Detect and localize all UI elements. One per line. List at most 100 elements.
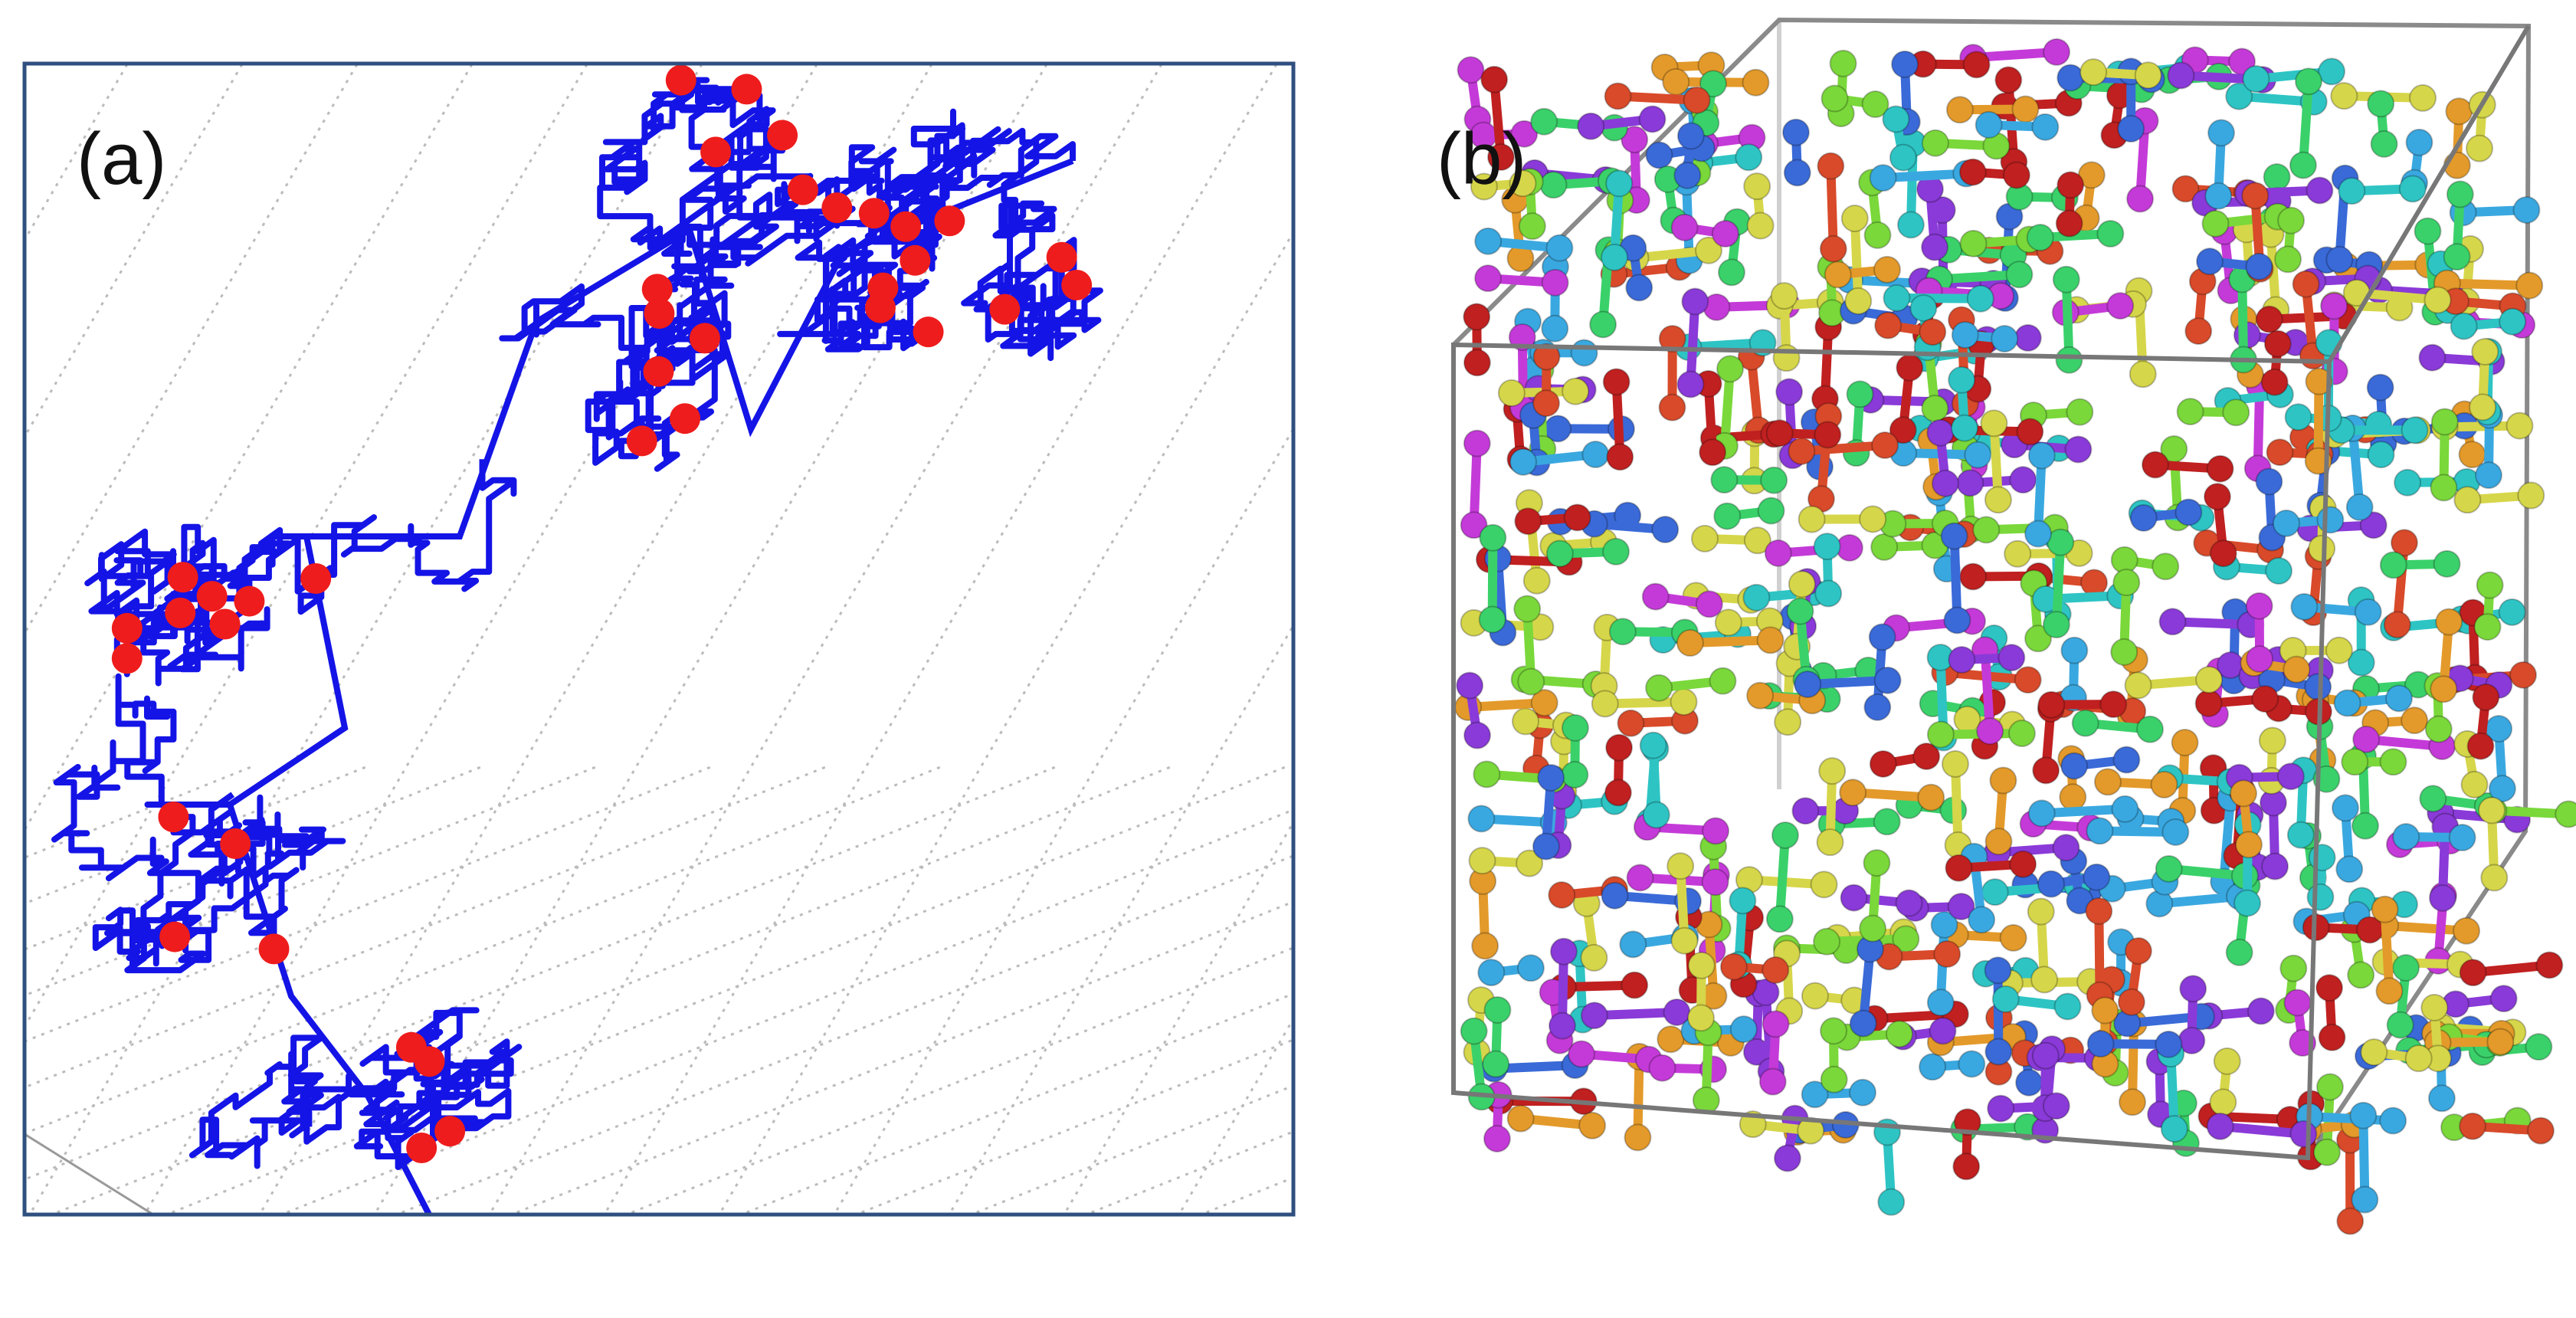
bead	[1945, 854, 1973, 882]
bead	[2336, 1207, 2365, 1235]
bead	[2453, 486, 2482, 514]
grid	[25, 64, 1293, 1215]
bead	[1670, 926, 1699, 955]
bead	[2155, 1030, 2183, 1058]
bead	[1981, 878, 2009, 907]
red-marker	[165, 597, 196, 628]
bead	[1870, 533, 1899, 561]
red-marker	[900, 244, 931, 276]
bead	[1948, 645, 1976, 674]
bead	[1801, 1080, 1829, 1109]
bead	[1658, 393, 1686, 421]
walk-path	[597, 75, 845, 273]
bead	[2055, 346, 2083, 374]
red-marker	[767, 120, 798, 151]
bond	[2215, 1121, 2309, 1139]
bead	[1667, 852, 1695, 880]
bead	[1510, 120, 1539, 148]
bead	[1735, 143, 1763, 172]
bead	[2427, 1084, 2456, 1113]
bead	[1760, 466, 1788, 494]
bead	[2450, 312, 2478, 340]
bead	[2258, 726, 2286, 755]
cube-edge	[1451, 342, 2332, 1161]
bead	[2112, 569, 2141, 597]
bead	[2060, 636, 2089, 664]
bond	[1892, 293, 1985, 303]
red-marker	[934, 205, 965, 237]
bead	[2290, 592, 2319, 621]
grid-line	[25, 765, 943, 1135]
bead	[2367, 90, 2395, 118]
bead	[2420, 993, 2449, 1021]
bead	[1959, 229, 1988, 257]
bead	[1991, 325, 2019, 353]
bead	[2354, 598, 2382, 626]
bead	[2176, 398, 2204, 426]
bead	[2272, 509, 2300, 537]
bead	[1539, 171, 1568, 199]
bead	[1873, 255, 1901, 284]
bead	[1859, 914, 1887, 943]
bead	[2263, 330, 2292, 358]
bead	[2535, 951, 2564, 979]
bead	[2366, 373, 2394, 402]
bead	[1517, 667, 1545, 696]
bead	[1717, 258, 1745, 287]
grid-line	[603, 64, 1279, 1215]
bead	[1710, 466, 1739, 494]
bead	[2555, 800, 2576, 828]
bead	[1813, 533, 1841, 561]
bead	[1470, 172, 1498, 201]
bead	[1926, 720, 1955, 749]
bead	[2161, 818, 2190, 846]
bead	[1968, 906, 1996, 934]
bead	[2222, 398, 2250, 427]
bead	[2030, 966, 2059, 994]
bead	[2002, 161, 2030, 189]
bead	[2338, 177, 2366, 205]
bead	[1641, 582, 1670, 611]
bead	[1840, 884, 1868, 912]
red-marker	[858, 198, 890, 229]
bead	[1980, 409, 2008, 438]
bead	[2246, 644, 2274, 673]
bead	[2004, 539, 2032, 568]
bead	[2266, 438, 2294, 467]
red-marker	[159, 921, 191, 952]
bead	[2059, 783, 2087, 811]
bead	[1813, 927, 1841, 956]
bond	[2128, 1018, 2138, 1107]
panel-label: (b)	[1437, 118, 1526, 200]
bead	[1984, 956, 2012, 985]
bead	[1602, 537, 1630, 566]
bead	[1987, 1094, 2015, 1123]
bead	[1931, 469, 1959, 497]
bead	[1868, 623, 1896, 651]
bead	[2037, 690, 2066, 719]
bead	[2234, 889, 2262, 917]
bead	[2053, 992, 2082, 1021]
bead	[1473, 760, 1501, 789]
bead	[2401, 416, 2429, 444]
bead	[1756, 626, 1785, 654]
bead	[2209, 539, 2237, 568]
cube-edge	[2327, 25, 2531, 363]
bead	[2445, 97, 2473, 126]
bead	[1486, 143, 1515, 172]
bead	[2124, 671, 2152, 700]
panel-label: (a)	[77, 118, 166, 200]
bead	[1532, 389, 1561, 418]
bead	[1873, 666, 1902, 694]
bead	[2007, 720, 2036, 748]
grid-line	[25, 765, 1058, 1181]
bead	[2517, 481, 2545, 510]
bond	[1848, 788, 1936, 802]
bead	[2392, 823, 2420, 851]
axis-line	[25, 1133, 154, 1215]
bead	[2171, 729, 2199, 757]
bead	[1959, 562, 1988, 591]
bead	[1788, 437, 1816, 465]
bond	[1633, 1051, 1644, 1143]
bead	[2160, 1115, 2188, 1143]
